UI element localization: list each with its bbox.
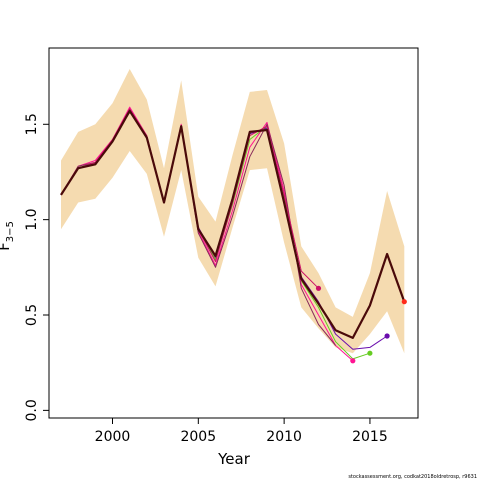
y-axis: 0.0 0.5 1.0 1.5 bbox=[24, 113, 49, 422]
y-tick-label-0: 0.0 bbox=[24, 399, 40, 421]
footnote: stockassessment.org, codkat2018oldretros… bbox=[348, 474, 477, 480]
end-point-2012 bbox=[315, 285, 322, 291]
x-tick-label-2005: 2005 bbox=[180, 429, 216, 445]
y-axis-label: F3−5 bbox=[0, 221, 16, 251]
x-tick-label-2000: 2000 bbox=[95, 429, 131, 445]
end-points-layer bbox=[315, 285, 407, 364]
y-tick-label-2: 1.0 bbox=[24, 209, 40, 231]
end-point-2014 bbox=[350, 358, 356, 364]
x-axis-label: Year bbox=[217, 450, 251, 468]
x-tick-label-2015: 2015 bbox=[352, 429, 388, 445]
x-tick-label-2010: 2010 bbox=[266, 429, 302, 445]
x-axis: 2000 2005 2010 2015 bbox=[95, 418, 388, 445]
plot-frame bbox=[48, 47, 419, 419]
end-point-2017 bbox=[401, 299, 407, 305]
end-point-2015 bbox=[367, 350, 373, 356]
y-tick-label-3: 1.5 bbox=[24, 113, 40, 135]
end-point-2016 bbox=[384, 333, 390, 339]
series-line-main bbox=[60, 109, 406, 339]
series-layer bbox=[60, 106, 406, 362]
y-tick-label-1: 0.5 bbox=[24, 304, 40, 326]
y-axis-label-subscript: 3−5 bbox=[5, 221, 16, 242]
y-axis-label-main: F bbox=[0, 242, 13, 251]
